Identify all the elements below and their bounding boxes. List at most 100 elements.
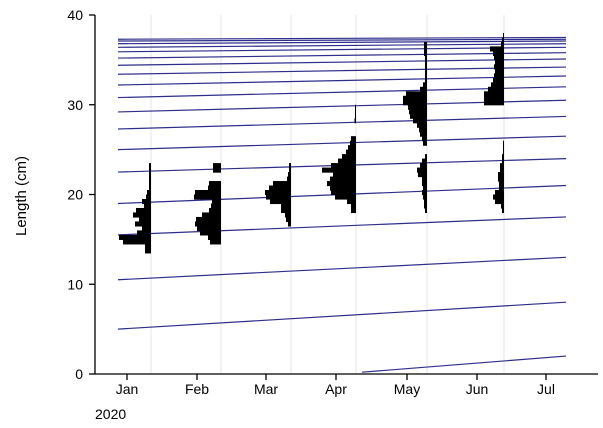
bar-may-31 (425, 59, 427, 65)
bar-jan-14 (149, 185, 151, 191)
growth-curve-10 (117, 75, 567, 86)
bar-may-22 (403, 100, 427, 106)
y-tick-label-40: 40 (67, 7, 83, 23)
bar-feb-7 (209, 207, 221, 214)
growth-curve-1 (117, 301, 567, 330)
bar-jan-4 (137, 230, 151, 236)
bar-may-9 (417, 167, 427, 173)
bar-may-34 (424, 46, 427, 52)
bar-may-1 (424, 203, 427, 209)
bar-jan-11 (142, 198, 151, 205)
x-tick-label-feb: Feb (185, 381, 209, 397)
bar-may-21 (408, 104, 427, 110)
bar-feb-9 (212, 198, 221, 205)
bar-apr-15 (350, 140, 356, 146)
bar-apr-12 (342, 154, 356, 160)
bar-jan-5 (142, 225, 151, 231)
bar-may-19 (410, 113, 427, 119)
bar-may-35 (424, 41, 427, 48)
bar-may-30 (425, 64, 427, 70)
bar-may-33 (424, 50, 427, 56)
bar-may-17 (417, 122, 427, 128)
bar-jun-17 (484, 95, 504, 101)
bar-may-26 (423, 82, 427, 88)
bar-jun-23 (495, 68, 504, 74)
bar-jan-16 (149, 176, 151, 182)
bar-feb-2 (200, 230, 221, 236)
bar-jun-9 (500, 167, 504, 173)
bar-mar-3 (281, 207, 291, 214)
bar-mar-7 (265, 190, 291, 196)
bar-apr-19 (355, 109, 356, 115)
x-tick-label-jul: Jul (537, 381, 555, 397)
bar-apr-18 (355, 113, 356, 119)
bar-feb-14 (213, 167, 221, 173)
bar-may-5 (423, 185, 427, 191)
x-tick-label-jun: Jun (466, 381, 489, 397)
x-ticks: Jan Feb Mar Apr May Jun Jul (116, 374, 555, 397)
bar-feb-12 (208, 185, 221, 191)
bar-feb-1 (208, 234, 221, 240)
bar-jan-10 (144, 203, 151, 209)
y-tick-label-0: 0 (75, 366, 83, 382)
x-tick-label-may: May (394, 381, 420, 397)
bar-jun-24 (494, 64, 504, 70)
bar-jun-1 (501, 203, 504, 209)
bar-mar-10 (287, 176, 291, 182)
y-ticks: 0 10 20 30 40 (67, 7, 95, 382)
bar-mar-5 (270, 198, 291, 205)
bar-jun-20 (491, 82, 504, 88)
bar-feb-3 (197, 225, 221, 231)
bar-jan-19 (149, 163, 151, 169)
bar-may-6 (422, 181, 427, 187)
bar-may-27 (425, 77, 427, 83)
bar-jun-21 (493, 77, 504, 83)
bar-may-20 (409, 109, 427, 115)
bar-jun-5 (499, 185, 504, 191)
bar-jun-30 (502, 37, 504, 43)
bar-mar-1 (286, 216, 291, 223)
growth-curve-2 (117, 256, 567, 281)
bar-jun-0 (502, 207, 504, 214)
bar-may-3 (423, 194, 427, 200)
bar-jun-19 (488, 86, 504, 92)
bar-apr-7 (330, 176, 356, 182)
bar-jan-9 (136, 207, 151, 214)
length-frequency-bars (119, 32, 504, 254)
bar-jan-17 (149, 172, 151, 178)
bar-apr-0 (351, 207, 356, 214)
bar-jan-3 (119, 234, 151, 240)
bar-may-18 (413, 118, 427, 124)
bar-jun-15 (503, 140, 504, 146)
bar-jan-18 (149, 167, 151, 173)
bar-mar-9 (273, 181, 291, 187)
bar-feb-15 (213, 163, 221, 169)
bar-may-7 (422, 176, 427, 182)
bar-may-24 (406, 91, 427, 97)
bar-jan-13 (147, 190, 151, 196)
bar-mar-2 (285, 212, 291, 218)
bar-mar-12 (289, 167, 291, 173)
growth-curve-17 (117, 38, 567, 42)
bar-may-8 (418, 172, 427, 178)
bar-jan-2 (123, 239, 151, 245)
growth-curve-11 (117, 66, 567, 75)
x-tick-label-jan: Jan (116, 381, 139, 397)
bar-jun-18 (484, 91, 504, 97)
bar-may-15 (420, 131, 427, 137)
bar-apr-2 (347, 198, 356, 205)
y-axis-title: Length (cm) (13, 156, 30, 236)
bar-may-29 (425, 68, 427, 74)
bar-may-13 (423, 140, 427, 146)
bar-jan-7 (139, 216, 151, 223)
bar-may-0 (425, 207, 427, 214)
bar-may-2 (424, 198, 427, 205)
bar-apr-14 (348, 145, 356, 151)
bar-apr-16 (351, 136, 356, 142)
bar-jan-12 (146, 194, 151, 200)
bar-jun-2 (495, 198, 504, 205)
bar-may-12 (425, 154, 427, 160)
bar-mar-13 (289, 163, 291, 169)
bar-jun-11 (502, 158, 504, 164)
growth-curve-0 (361, 355, 567, 373)
